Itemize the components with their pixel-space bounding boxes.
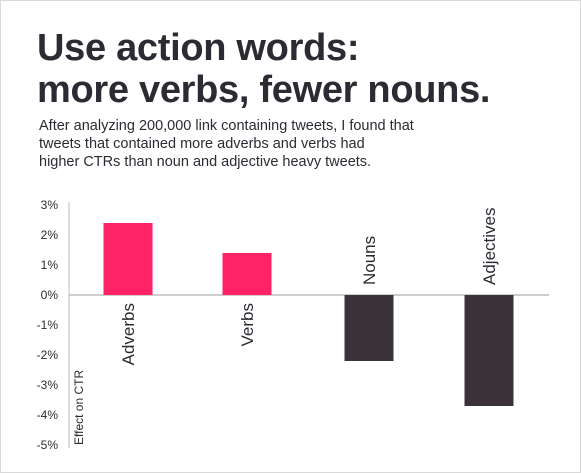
y-tick-label: -4% (37, 408, 59, 422)
title-line-2: more verbs, fewer nouns. (37, 69, 491, 111)
y-tick-label: -3% (37, 378, 59, 392)
y-tick-label: 0% (41, 288, 59, 302)
bar-nouns (344, 295, 394, 361)
y-axis-title: Effect on CTR (72, 370, 86, 445)
y-tick-label: -1% (37, 318, 59, 332)
subtitle-line-2: tweets that contained more adverbs and v… (39, 136, 365, 152)
y-tick-label: 1% (41, 258, 59, 272)
bar-adjectives (464, 295, 514, 406)
bar-verbs (222, 253, 272, 295)
category-label: Verbs (238, 303, 257, 346)
bar-adverbs (103, 223, 153, 295)
subtitle-line-1: After analyzing 200,000 link containing … (39, 118, 414, 134)
title-line-1: Use action words: (37, 27, 360, 69)
category-label: Adverbs (119, 303, 138, 365)
y-tick-label: -2% (37, 348, 59, 362)
y-tick-label: 3% (41, 198, 59, 212)
subtitle-line-3: higher CTRs than noun and adjective heav… (39, 154, 372, 170)
y-tick-label: -5% (37, 438, 59, 452)
subtitle: After analyzing 200,000 link containing … (39, 117, 539, 171)
category-label: Nouns (360, 236, 379, 285)
y-tick-label: 2% (41, 228, 59, 242)
category-label: Adjectives (480, 208, 499, 285)
page-title: Use action words: more verbs, fewer noun… (37, 27, 577, 111)
